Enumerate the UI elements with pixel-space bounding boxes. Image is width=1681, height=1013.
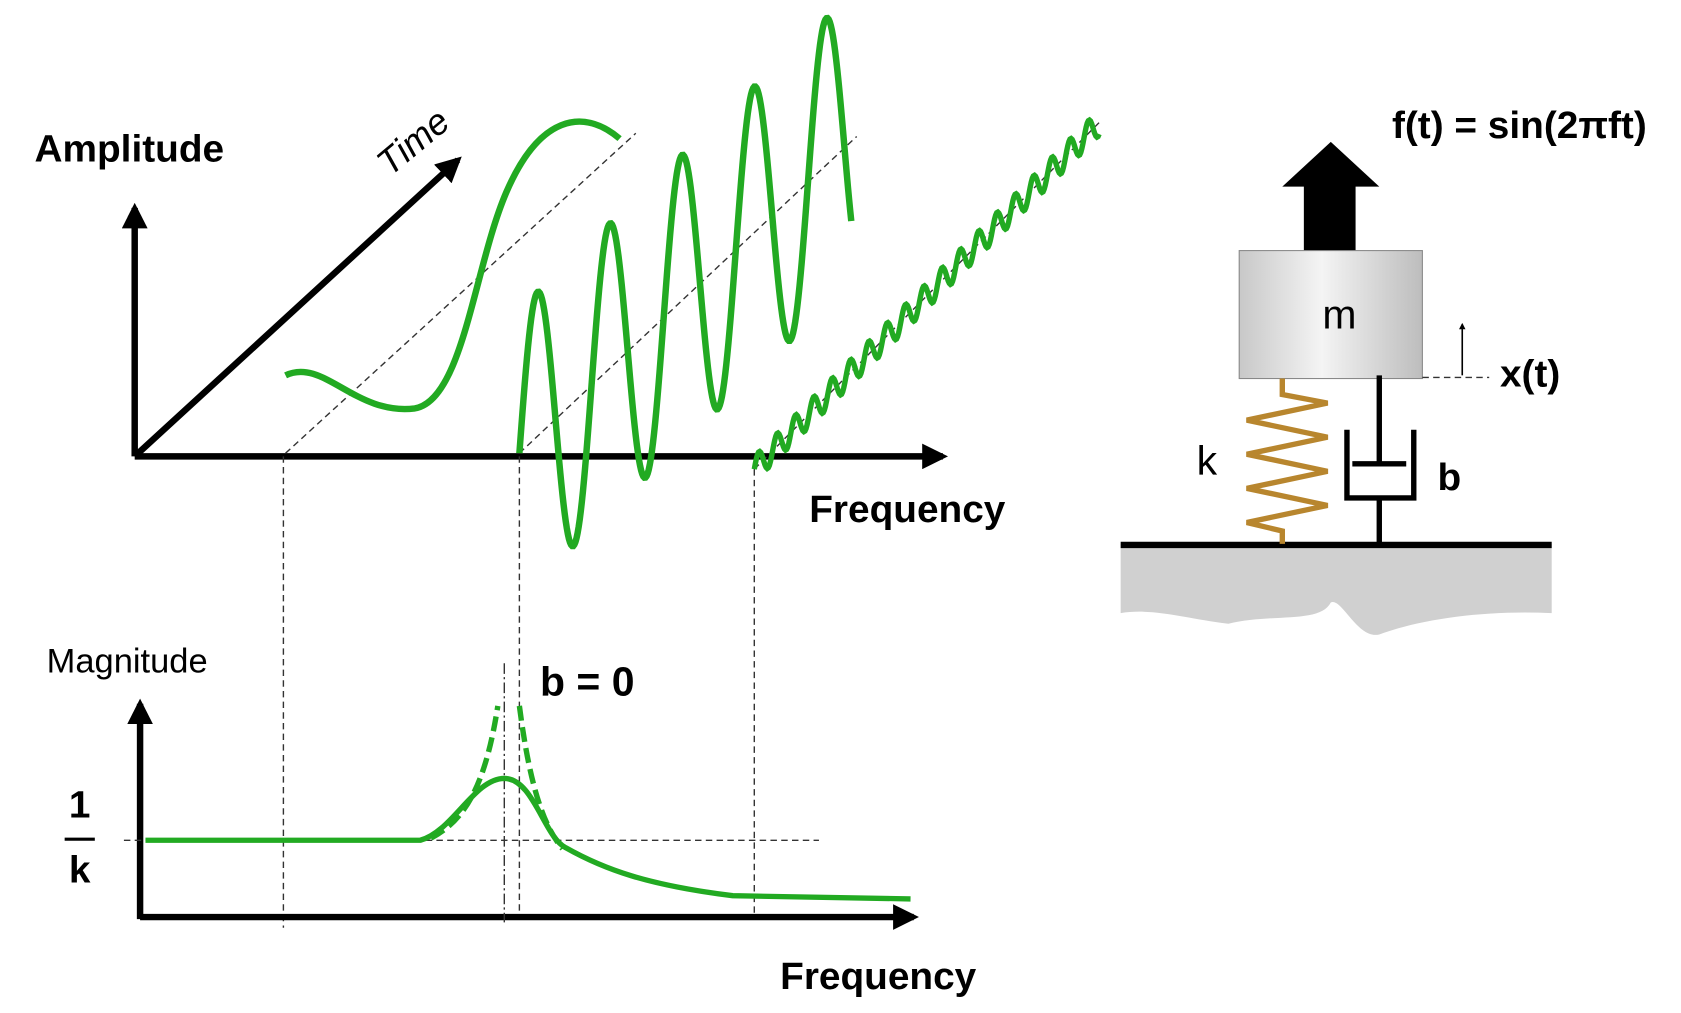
ground (1120, 543, 1552, 635)
mass-spring-damper: m f(t) = sin(2πft) x(t) k b (1120, 104, 1647, 635)
spring-label: k (1197, 438, 1218, 484)
frequency-label: Frequency (809, 488, 1006, 531)
damped-response (145, 775, 911, 902)
force-arrow-shaft (1303, 184, 1356, 251)
wave-baselines (282, 122, 1100, 928)
high-frequency-wave (751, 116, 1102, 473)
spring (1246, 378, 1329, 544)
force-arrow-head (1282, 141, 1380, 187)
level-numerator: 1 (69, 784, 91, 827)
response-plot: Magnitude b = 0 1 k Frequency (47, 642, 977, 998)
amplitude-label: Amplitude (35, 128, 225, 171)
mass-block (1238, 250, 1423, 380)
damper-label: b (1437, 456, 1461, 499)
undamped-response (429, 705, 565, 851)
spectrum-plot: Amplitude Time Frequency (35, 14, 1102, 928)
magnitude-label: Magnitude (47, 642, 208, 680)
damping-annotation: b = 0 (540, 658, 634, 704)
force-label: f(t) = sin(2πft) (1392, 104, 1647, 147)
displacement-label: x(t) (1500, 353, 1560, 396)
resonant-wave (516, 14, 855, 550)
mass-label: m (1322, 292, 1356, 338)
time-axis (132, 156, 462, 459)
frequency-label: Frequency (780, 955, 977, 998)
low-frequency-wave (284, 118, 622, 413)
level-denominator: k (69, 849, 91, 892)
damper (1344, 375, 1417, 544)
